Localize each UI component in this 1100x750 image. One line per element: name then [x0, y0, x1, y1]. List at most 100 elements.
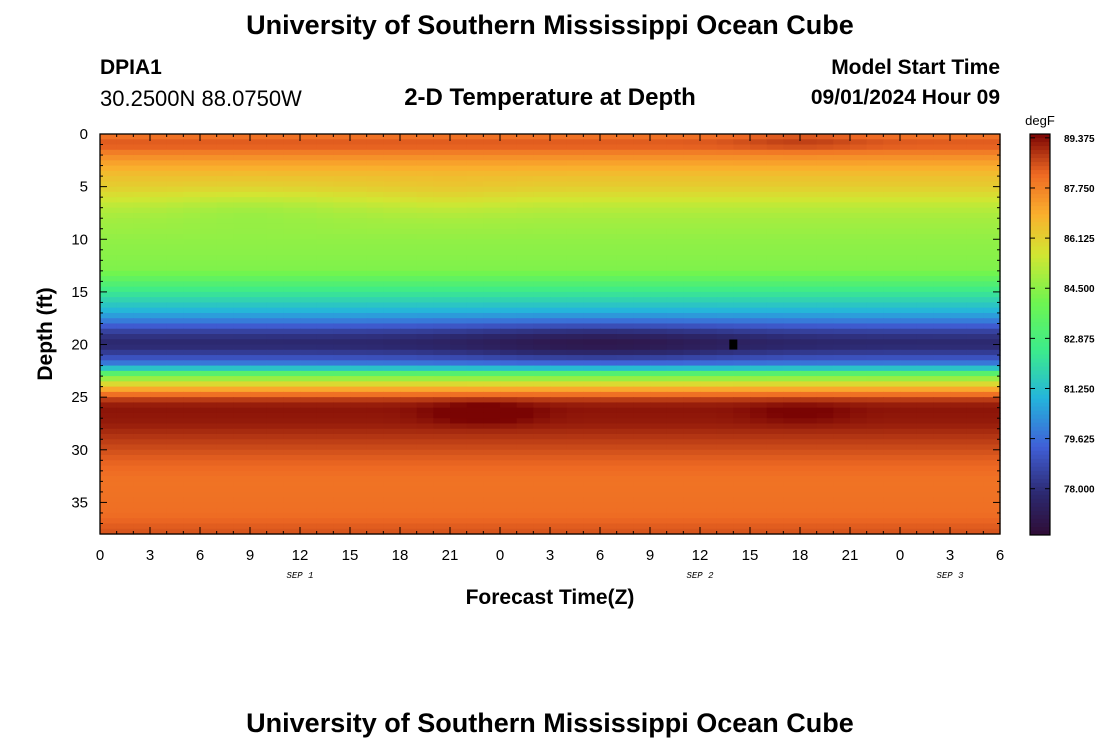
heatmap-cell — [616, 344, 634, 351]
heatmap-cell — [600, 423, 618, 430]
heatmap-cell — [783, 423, 801, 430]
heatmap-cell — [866, 218, 884, 225]
heatmap-cell — [333, 407, 351, 414]
heatmap-cell — [650, 334, 668, 340]
heatmap-cell — [900, 428, 918, 435]
heatmap-cell — [950, 202, 968, 209]
heatmap-cell — [800, 170, 818, 177]
heatmap-cell — [933, 497, 951, 504]
heatmap-cell — [983, 255, 1001, 261]
heatmap-cell — [200, 339, 218, 346]
heatmap-cell — [166, 334, 184, 340]
heatmap-cell — [133, 491, 151, 498]
heatmap-cell — [600, 481, 618, 488]
heatmap-cell — [816, 186, 834, 193]
heatmap-cell — [966, 334, 984, 340]
heatmap-cell — [666, 228, 684, 235]
heatmap-cell — [766, 149, 784, 156]
heatmap-cell — [800, 207, 818, 214]
heatmap-cell — [750, 244, 768, 251]
colorbar-segment — [1030, 330, 1050, 335]
heatmap-cell — [950, 249, 968, 256]
heatmap-cell — [633, 497, 651, 504]
heatmap-cell — [750, 397, 768, 404]
heatmap-cell — [500, 212, 518, 219]
heatmap-cell — [300, 365, 318, 372]
heatmap-cell — [583, 281, 601, 288]
heatmap-cell — [416, 160, 434, 167]
heatmap-cell — [550, 397, 568, 404]
heatmap-cell — [133, 170, 151, 177]
heatmap-cell — [733, 323, 751, 330]
heatmap-cell — [400, 528, 418, 535]
heatmap-cell — [633, 423, 651, 430]
heatmap-cell — [800, 397, 818, 404]
heatmap-cell — [433, 260, 451, 267]
heatmap-cell — [250, 455, 268, 461]
heatmap-cell — [750, 297, 768, 304]
heatmap-cell — [200, 444, 218, 451]
heatmap-cell — [833, 512, 851, 519]
colorbar-segment — [1030, 314, 1050, 319]
heatmap-cell — [583, 355, 601, 361]
heatmap-cell — [750, 223, 768, 230]
heatmap-cell — [183, 281, 201, 288]
heatmap-cell — [683, 286, 701, 293]
heatmap-cell — [483, 181, 501, 188]
heatmap-cell — [166, 502, 184, 509]
heatmap-cell — [783, 502, 801, 509]
colorbar-segment — [1030, 342, 1050, 348]
heatmap-cell — [350, 176, 368, 182]
heatmap-cell — [183, 223, 201, 230]
heatmap-cell — [383, 381, 401, 388]
heatmap-cell — [850, 376, 868, 382]
y-tick-label: 35 — [71, 494, 88, 511]
heatmap-cell — [766, 397, 784, 404]
heatmap-cell — [350, 460, 368, 467]
heatmap-cell — [783, 234, 801, 240]
heatmap-cell — [733, 491, 751, 498]
heatmap-cell — [316, 291, 334, 298]
heatmap-cell — [633, 207, 651, 214]
heatmap-cell — [383, 276, 401, 282]
heatmap-cell — [566, 260, 584, 267]
heatmap-cell — [433, 234, 451, 240]
heatmap-cell — [783, 418, 801, 425]
heatmap-cell — [500, 423, 518, 430]
heatmap-cell — [350, 144, 368, 151]
heatmap-cell — [366, 207, 384, 214]
heatmap-cell — [366, 423, 384, 430]
heatmap-cell — [383, 255, 401, 261]
heatmap-cell — [616, 176, 634, 182]
heatmap-cell — [866, 312, 884, 319]
heatmap-cell — [450, 318, 468, 325]
heatmap-cell — [183, 297, 201, 304]
heatmap-cell — [733, 402, 751, 409]
heatmap-cell — [550, 202, 568, 209]
heatmap-cell — [500, 412, 518, 419]
heatmap-cell — [550, 391, 568, 398]
heatmap-cell — [766, 370, 784, 377]
colorbar-segment — [1030, 354, 1050, 360]
heatmap-cell — [550, 470, 568, 477]
heatmap-cell — [300, 328, 318, 335]
heatmap-cell — [233, 518, 251, 525]
heatmap-cell — [916, 191, 934, 198]
heatmap-cell — [516, 376, 534, 382]
heatmap-cell — [616, 160, 634, 167]
heatmap-cell — [450, 270, 468, 277]
heatmap-cell — [916, 460, 934, 467]
heatmap-cell — [533, 149, 551, 156]
heatmap-cell — [666, 449, 684, 456]
heatmap-cell — [183, 486, 201, 493]
heatmap-cell — [266, 170, 284, 177]
heatmap-cell — [166, 255, 184, 261]
heatmap-cell — [800, 323, 818, 330]
heatmap-cell — [983, 376, 1001, 382]
heatmap-cell — [600, 286, 618, 293]
heatmap-cell — [833, 444, 851, 451]
heatmap-cell — [966, 176, 984, 182]
heatmap-cell — [166, 391, 184, 398]
heatmap-cell — [666, 191, 684, 198]
heatmap-cell — [816, 407, 834, 414]
